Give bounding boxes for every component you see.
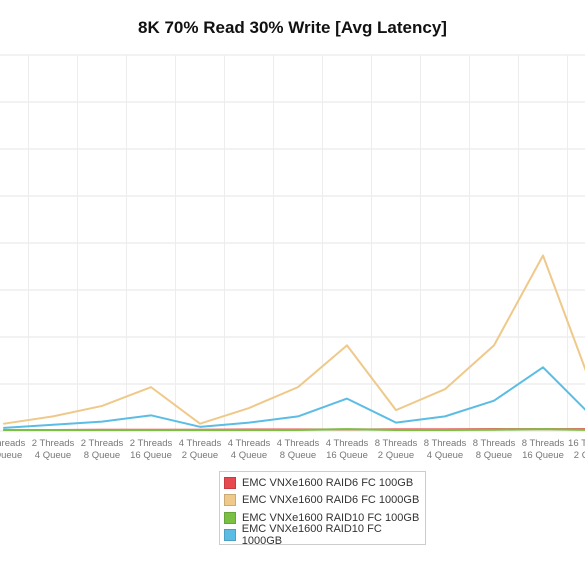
series-line-3: [3, 428, 585, 431]
legend-item[interactable]: EMC VNXe1600 RAID6 FC 1000GB: [224, 492, 421, 510]
x-tick-label: 4 Threads: [326, 438, 369, 449]
x-tick-label: 4 Queue: [35, 450, 71, 461]
x-tick-label: 4 Threads: [179, 438, 222, 449]
x-tick-label: 8 Queue: [84, 450, 120, 461]
legend-item[interactable]: EMC VNXe1600 RAID10 FC 1000GB: [224, 523, 421, 547]
series-line-4: [3, 366, 585, 429]
x-tick-label: 2 Queue: [0, 450, 22, 461]
x-tick-label: 16 Queue: [326, 450, 368, 461]
x-tick-label: 4 Threads: [228, 438, 271, 449]
x-tick-label: 2 Threads: [0, 438, 26, 449]
x-tick-label: 4 Threads: [277, 438, 320, 449]
series-lines: [3, 254, 585, 431]
grid-lines: [0, 54, 585, 432]
legend-swatch: [224, 511, 236, 524]
x-tick-label: 8 Queue: [280, 450, 316, 461]
legend-item[interactable]: EMC VNXe1600 RAID6 FC 100GB: [224, 474, 421, 492]
legend: EMC VNXe1600 RAID6 FC 100GB EMC VNXe1600 …: [219, 471, 426, 547]
legend-label: EMC VNXe1600 RAID6 FC 100GB: [242, 476, 414, 489]
x-tick-label: 2 Queue: [378, 450, 414, 461]
x-tick-label: 8 Queue: [476, 450, 512, 461]
x-tick-label: 2 Queue: [574, 450, 585, 461]
x-tick-label: 2 Threads: [32, 438, 75, 449]
x-tick-label: 2 Threads: [130, 438, 173, 449]
x-tick-label: 8 Threads: [522, 438, 565, 449]
legend-label: EMC VNXe1600 RAID10 FC 100GB: [242, 511, 420, 524]
x-tick-label: 4 Queue: [231, 450, 267, 461]
legend-swatch: [224, 476, 236, 489]
legend-item[interactable]: EMC VNXe1600 RAID10 FC 100GB: [224, 509, 421, 527]
legend-swatch: [224, 529, 236, 542]
x-tick-label: 16 Threads: [568, 438, 585, 449]
legend-swatch: [224, 494, 236, 507]
x-tick-label: 8 Threads: [375, 438, 418, 449]
x-tick-label: 8 Threads: [424, 438, 467, 449]
x-tick-label: 16 Queue: [522, 450, 564, 461]
x-tick-label: 2 Threads: [81, 438, 124, 449]
x-tick-label: 8 Threads: [473, 438, 516, 449]
legend-label: EMC VNXe1600 RAID6 FC 1000GB: [242, 494, 420, 507]
x-tick-label: 4 Queue: [427, 450, 463, 461]
x-tick-label: 16 Queue: [130, 450, 172, 461]
x-tick-label: 2 Queue: [182, 450, 218, 461]
chart-title: 8K 70% Read 30% Write [Avg Latency]: [138, 18, 447, 37]
series-line-2: [3, 254, 585, 425]
legend-label: EMC VNXe1600 RAID10 FC 1000GB: [241, 523, 382, 548]
